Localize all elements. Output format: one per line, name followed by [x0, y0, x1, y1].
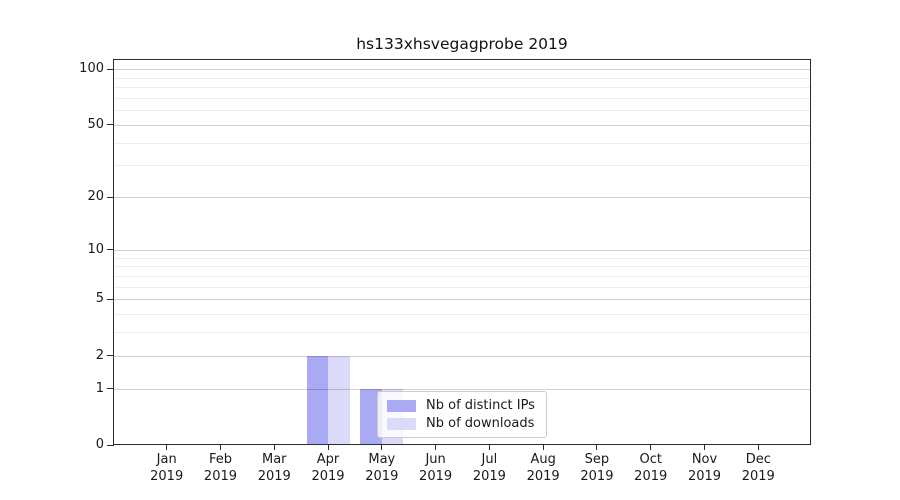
legend-item-downloads: Nb of downloads — [387, 416, 537, 431]
minor-gridline-3 — [114, 332, 810, 334]
x-tick-label: Mar 2019 — [242, 451, 306, 485]
minor-gridline-30 — [114, 165, 810, 167]
x-tick-month: May — [368, 452, 396, 467]
y-tick-mark — [107, 68, 114, 70]
y-tick-mark — [107, 124, 114, 126]
x-tick-label: Nov 2019 — [673, 451, 737, 485]
bar-distinct-ips — [360, 388, 382, 444]
x-tick-mark — [381, 444, 383, 450]
minor-gridline-70 — [114, 97, 810, 99]
x-tick-year: 2019 — [526, 469, 560, 484]
major-gridline-5 — [114, 299, 810, 301]
x-tick-mark — [435, 444, 437, 450]
major-gridline-20 — [114, 197, 810, 199]
x-tick-month: Apr — [316, 452, 340, 467]
bar-distinct-ips — [306, 355, 329, 444]
y-tick-label: 0 — [95, 437, 104, 452]
y-tick-label: 100 — [79, 61, 104, 77]
x-tick-month: Sep — [584, 452, 610, 467]
plot-area — [113, 59, 811, 445]
major-gridline-100 — [114, 69, 810, 71]
minor-gridline-6 — [114, 286, 810, 288]
minor-gridline-7 — [114, 275, 810, 277]
x-tick-year: 2019 — [203, 469, 238, 484]
x-tick-month: Aug — [530, 452, 556, 467]
x-tick-month: Dec — [745, 452, 771, 467]
minor-gridline-90 — [114, 77, 810, 79]
minor-gridline-9 — [114, 257, 810, 259]
legend-swatch-distinct-ips-icon — [387, 399, 416, 412]
x-tick-mark — [596, 444, 598, 450]
legend-label-distinct-ips: Nb of distinct IPs — [426, 398, 535, 413]
x-tick-month: Oct — [639, 452, 662, 467]
x-tick-year: 2019 — [580, 469, 614, 484]
minor-gridline-40 — [114, 142, 810, 144]
legend: Nb of distinct IPs Nb of downloads — [377, 391, 547, 438]
y-tick-label: 2 — [95, 347, 104, 363]
x-tick-year: 2019 — [741, 469, 775, 484]
x-tick-month: Nov — [691, 452, 718, 467]
minor-gridline-4 — [114, 313, 810, 315]
x-tick-month: Jul — [481, 452, 498, 467]
minor-gridline-80 — [114, 87, 810, 89]
y-tick-mark — [107, 249, 114, 251]
x-tick-year: 2019 — [150, 469, 184, 484]
x-tick-mark — [327, 444, 329, 450]
x-tick-mark — [166, 444, 168, 450]
x-tick-label: Dec 2019 — [726, 451, 790, 485]
x-tick-month: Jun — [425, 452, 446, 467]
x-tick-label: May 2019 — [350, 451, 414, 485]
x-tick-year: 2019 — [419, 469, 453, 484]
major-gridline-50 — [114, 124, 810, 126]
x-tick-month: Feb — [208, 452, 232, 467]
x-tick-label: Feb 2019 — [188, 451, 252, 485]
x-tick-label: Apr 2019 — [296, 451, 360, 485]
x-tick-year: 2019 — [687, 469, 722, 484]
bar-downloads — [328, 355, 350, 444]
x-tick-year: 2019 — [634, 469, 668, 484]
legend-label-downloads: Nb of downloads — [426, 416, 535, 431]
y-tick-mark — [107, 444, 114, 446]
x-tick-mark — [757, 444, 759, 450]
x-tick-label: Jan 2019 — [135, 451, 199, 485]
y-tick-label: 10 — [87, 241, 104, 257]
x-tick-month: Mar — [261, 452, 287, 467]
y-tick-mark — [107, 196, 114, 198]
x-tick-mark — [704, 444, 705, 450]
major-gridline-1 — [114, 388, 810, 390]
x-tick-year: 2019 — [472, 469, 506, 484]
minor-gridline-60 — [114, 110, 810, 112]
y-tick-label: 5 — [95, 291, 104, 307]
y-tick-label: 1 — [95, 380, 104, 396]
x-tick-label: Jun 2019 — [404, 451, 468, 485]
x-tick-label: Oct 2019 — [619, 451, 683, 485]
x-tick-mark — [219, 444, 221, 450]
x-tick-label: Jul 2019 — [457, 451, 521, 485]
x-tick-mark — [542, 444, 544, 450]
chart-title: hs133xhsvegagprobe 2019 — [356, 35, 568, 53]
y-tick-mark — [107, 298, 114, 300]
y-tick-mark — [107, 355, 114, 357]
y-tick-label: 50 — [87, 116, 104, 132]
major-gridline-10 — [114, 249, 810, 251]
y-tick-mark — [107, 388, 114, 390]
x-tick-mark — [488, 444, 490, 450]
x-tick-year: 2019 — [311, 469, 345, 484]
major-gridline-2 — [114, 355, 810, 357]
x-tick-year: 2019 — [257, 469, 291, 484]
minor-gridline-8 — [114, 266, 810, 268]
y-tick-label: 20 — [87, 189, 104, 205]
legend-swatch-downloads-icon — [387, 417, 416, 430]
x-tick-year: 2019 — [365, 469, 399, 484]
x-tick-month: Jan — [156, 452, 177, 467]
legend-item-distinct-ips: Nb of distinct IPs — [387, 398, 537, 413]
x-tick-mark — [273, 444, 275, 450]
x-tick-mark — [650, 444, 652, 450]
x-tick-label: Sep 2019 — [565, 451, 629, 485]
x-tick-label: Aug 2019 — [511, 451, 575, 485]
